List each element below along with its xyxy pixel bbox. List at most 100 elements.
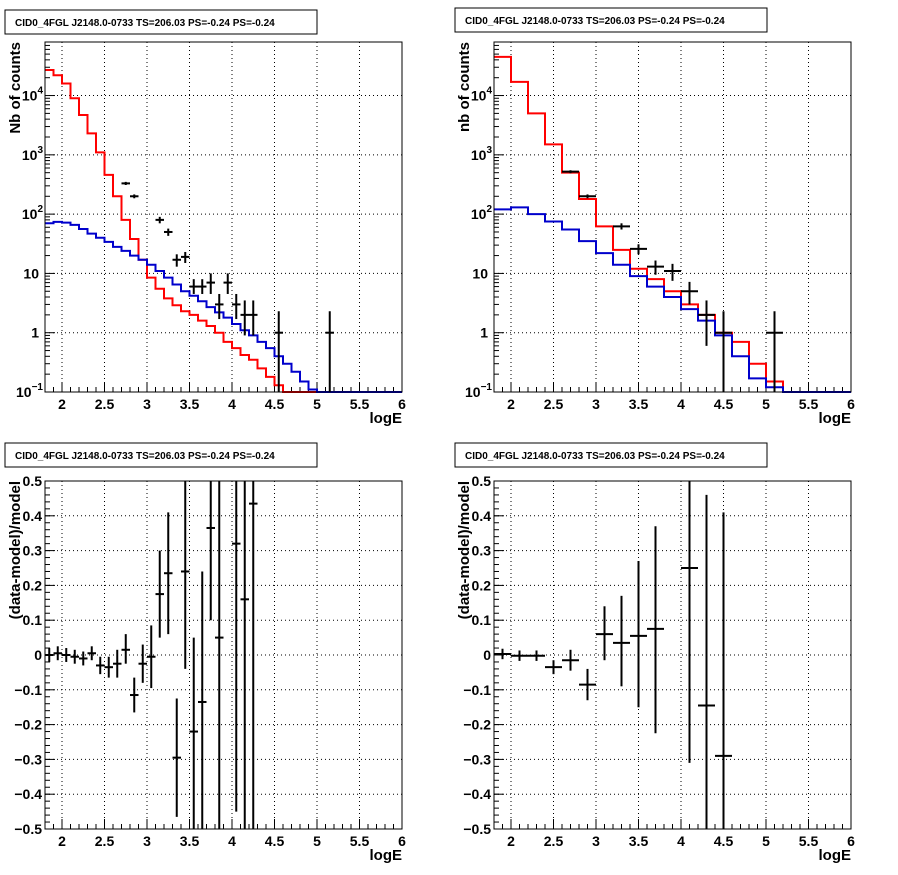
data-point	[113, 649, 122, 678]
data-point	[249, 300, 258, 336]
data-point	[79, 651, 88, 666]
data-point	[206, 273, 215, 294]
x-tick-label: 2	[507, 396, 515, 412]
y-tick-label: 1	[480, 325, 488, 341]
data-point	[232, 481, 241, 812]
x-tick-label: 3.5	[180, 833, 200, 849]
y-tick-label: −0.2	[463, 717, 491, 733]
data-point	[87, 646, 96, 661]
data-point	[325, 311, 334, 392]
y-tick-label: 0.1	[472, 612, 492, 628]
histogram-series-blue	[45, 220, 402, 393]
y-tick-label: 0.3	[23, 543, 43, 559]
y-tick-label: 0.3	[472, 543, 492, 559]
x-tick-label: 5.5	[350, 833, 370, 849]
data-point	[647, 526, 664, 734]
data-point	[613, 223, 630, 230]
y-tick-label: −0.1	[14, 682, 42, 698]
plot-frame	[493, 480, 852, 830]
y-tick-label: 102	[471, 204, 493, 222]
data-point	[121, 181, 130, 185]
x-tick-label: 6	[398, 833, 406, 849]
data-point	[545, 660, 562, 675]
x-tick-label: 4.5	[714, 396, 734, 412]
y-tick-label: −0.1	[463, 682, 491, 698]
y-tick-label: 0.2	[472, 577, 492, 593]
x-tick-label: 3.5	[629, 833, 649, 849]
data-point	[511, 650, 528, 661]
histogram-series-blue	[494, 206, 851, 393]
data-point	[528, 650, 545, 661]
y-tick-label: 103	[22, 145, 44, 163]
data-point	[630, 561, 647, 708]
x-tick-label: 3.5	[180, 396, 200, 412]
x-tick-label: 4	[228, 396, 236, 412]
x-tick-label: 5	[313, 396, 321, 412]
chart-panel-2: CID0_4FGL J2148.0-0733 TS=206.03 PS=-0.2…	[454, 7, 855, 427]
x-tick-label: 4.5	[265, 396, 285, 412]
y-tick-label: 1	[31, 325, 39, 341]
data-point	[53, 646, 62, 661]
chart-panel-4: CID0_4FGL J2148.0-0733 TS=206.03 PS=-0.2…	[454, 442, 855, 864]
data-point	[664, 263, 681, 281]
x-tick-label: 3	[143, 833, 151, 849]
chart-title: CID0_4FGL J2148.0-0733 TS=206.03 PS=-0.2…	[15, 451, 275, 462]
y-tick-label: −0.5	[14, 821, 42, 837]
data-point	[240, 300, 249, 336]
data-point	[223, 273, 232, 294]
x-tick-label: 3	[143, 396, 151, 412]
data-point	[130, 677, 139, 713]
x-axis-label: logE	[370, 410, 403, 427]
plot-frame	[44, 480, 403, 830]
data-point	[181, 481, 190, 669]
data-point	[613, 595, 630, 687]
data-point	[198, 279, 207, 294]
x-tick-label: 5	[762, 396, 770, 412]
x-tick-label: 4	[677, 833, 685, 849]
data-point	[215, 293, 224, 320]
plot-frame	[44, 41, 403, 393]
x-tick-label: 5.5	[350, 396, 370, 412]
y-tick-label: 0.4	[23, 508, 43, 524]
plot-frame	[493, 41, 852, 393]
data-point	[70, 649, 79, 664]
data-point	[249, 481, 258, 829]
data-point	[189, 279, 198, 294]
x-tick-label: 5.5	[799, 396, 819, 412]
data-point	[596, 606, 613, 661]
data-point	[630, 244, 647, 255]
data-point	[164, 512, 173, 635]
y-tick-label: 0.5	[472, 473, 492, 489]
chart-title: CID0_4FGL J2148.0-0733 TS=206.03 PS=-0.2…	[465, 451, 725, 462]
data-point	[121, 634, 130, 664]
x-tick-label: 2.5	[544, 833, 564, 849]
data-point	[138, 644, 147, 683]
y-tick-label: 0	[483, 647, 491, 663]
y-tick-label: 103	[471, 145, 493, 163]
data-point	[189, 637, 198, 829]
x-tick-label: 2.5	[95, 396, 115, 412]
chart-title-box	[454, 7, 768, 33]
y-tick-label: 10	[472, 265, 488, 281]
y-axis-label: nb of counts	[456, 42, 473, 132]
data-point	[274, 311, 283, 392]
y-tick-label: 104	[471, 86, 493, 104]
y-axis-label: (data-model)/model	[456, 481, 473, 619]
x-tick-label: 5	[762, 833, 770, 849]
data-point	[181, 251, 190, 263]
x-tick-label: 4.5	[714, 833, 734, 849]
x-tick-label: 6	[847, 396, 855, 412]
data-point	[232, 293, 241, 320]
y-tick-label: 0.4	[472, 508, 492, 524]
x-axis-label: logE	[370, 847, 403, 864]
data-point	[172, 254, 181, 267]
y-tick-label: −0.4	[463, 786, 491, 802]
data-point	[579, 194, 596, 199]
chart-panel-3: CID0_4FGL J2148.0-0733 TS=206.03 PS=-0.2…	[4, 442, 406, 864]
x-tick-label: 5	[313, 833, 321, 849]
x-tick-label: 2.5	[95, 833, 115, 849]
data-point	[494, 648, 511, 660]
data-point	[579, 668, 596, 701]
data-point	[198, 571, 207, 829]
data-point	[562, 649, 579, 671]
